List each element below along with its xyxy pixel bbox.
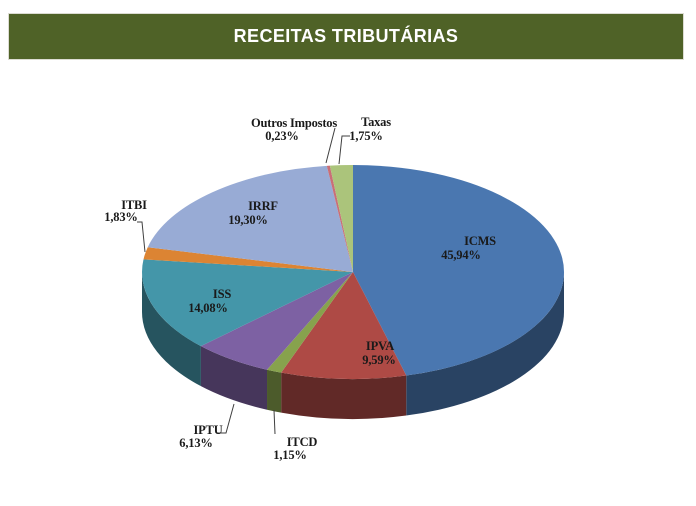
slice-label-icms: ICMS [464, 234, 496, 248]
pie-slice-itbi [143, 247, 353, 272]
pie-slice-irrf [147, 165, 353, 272]
pie-slice-iss [142, 259, 353, 347]
slice-label-itbi: ITBI [121, 198, 147, 212]
slice-value-irrf: 19,30% [228, 213, 267, 227]
slice-value-itbi: 1,83% [104, 210, 137, 224]
pie-slice-ipva-depth [281, 372, 407, 420]
pie-slice-outros-impostos [326, 165, 353, 272]
pie-slice-icms-depth [406, 272, 564, 416]
leader-line-itbi [137, 221, 146, 253]
report-title: RECEITAS TRIBUTÁRIAS [233, 26, 459, 46]
report-title-bar: RECEITAS TRIBUTÁRIAS [8, 13, 684, 60]
pie-slice-icms [353, 165, 565, 376]
pie-slice-taxas [329, 165, 353, 272]
leader-line-outros-impostos [325, 127, 336, 164]
leader-line-taxas [338, 135, 350, 165]
pie-slice-iptu [200, 272, 353, 370]
slice-label-taxas: Taxas [361, 115, 391, 129]
slice-value-itcd: 1,15% [273, 448, 306, 462]
pie-slice-itcd [267, 272, 353, 373]
pie-slice-iptu-depth [200, 346, 268, 410]
leader-line-itcd [273, 409, 276, 435]
slice-value-iptu: 6,13% [179, 436, 212, 450]
leader-line-iptu [216, 403, 235, 434]
slice-label-irrf: IRRF [248, 199, 278, 213]
slice-value-taxas: 1,75% [349, 129, 382, 143]
pie-slice-iss-depth [142, 272, 201, 387]
slice-value-icms: 45,94% [441, 248, 480, 262]
slice-label-outros-impostos: Outros Impostos [251, 116, 337, 130]
slice-value-iss: 14,08% [188, 301, 227, 315]
slice-label-iptu: IPTU [193, 423, 222, 437]
slice-label-itcd: ITCD [287, 435, 318, 449]
slice-label-ipva: IPVA [366, 339, 394, 353]
slice-value-outros-impostos: 0,23% [265, 129, 298, 143]
slice-value-ipva: 9,59% [362, 353, 395, 367]
pie-slice-itcd-depth [267, 369, 282, 413]
slice-label-iss: ISS [213, 287, 231, 301]
pie-slice-ipva [281, 272, 407, 380]
